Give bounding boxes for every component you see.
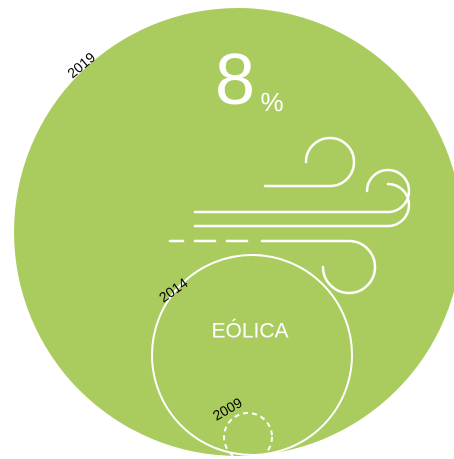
percent-value: 8 (215, 40, 255, 120)
circle-2014 (151, 254, 353, 456)
wind-line (193, 168, 411, 214)
wind-line (168, 239, 377, 295)
wind-icon (168, 136, 411, 295)
wind-line (263, 136, 356, 188)
circle-2019 (14, 8, 454, 456)
wind-line (193, 182, 411, 228)
label: EÓLICA (211, 320, 288, 343)
percent-unit: % (260, 87, 283, 117)
circle-2009 (223, 412, 273, 459)
